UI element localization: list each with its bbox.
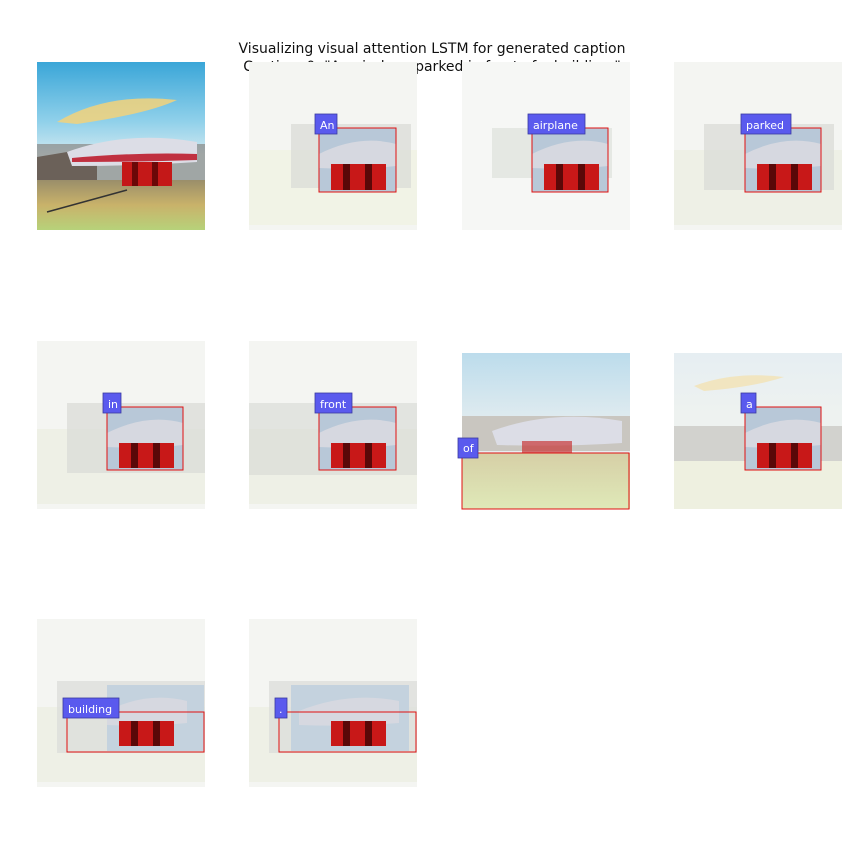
word-label-box xyxy=(314,113,338,135)
word-label: of xyxy=(463,442,475,455)
attention-panel-5: front xyxy=(249,341,417,509)
word-label: building xyxy=(68,703,112,716)
word-label: front xyxy=(320,398,347,411)
word-label-box xyxy=(102,392,122,414)
word-label-box xyxy=(740,113,792,135)
word-label: in xyxy=(108,398,118,411)
attention-panel-9: . xyxy=(249,619,417,787)
original-image-panel xyxy=(37,62,205,230)
word-label: . xyxy=(279,703,283,716)
attention-panel-2: airplane xyxy=(462,62,630,230)
attention-panel-1: An xyxy=(249,62,417,230)
attention-panel-6: of xyxy=(457,341,630,510)
word-label-box xyxy=(527,113,586,135)
word-label: parked xyxy=(746,119,784,132)
attention-panel-4: in xyxy=(37,341,205,509)
word-label: An xyxy=(320,119,335,132)
word-label-box xyxy=(740,392,757,414)
attention-panel-3: parked xyxy=(674,62,842,230)
airplane-photo xyxy=(37,62,205,230)
word-label: airplane xyxy=(533,119,578,132)
figure-title: Visualizing visual attention LSTM for ge… xyxy=(238,41,626,57)
word-label-box xyxy=(274,697,288,719)
attention-panel-8: building xyxy=(37,619,205,787)
word-label-box xyxy=(62,697,120,719)
word-label: a xyxy=(746,398,753,411)
attention-panel-7: a xyxy=(674,341,842,509)
word-label-box xyxy=(457,437,479,459)
word-label-box xyxy=(314,392,353,414)
